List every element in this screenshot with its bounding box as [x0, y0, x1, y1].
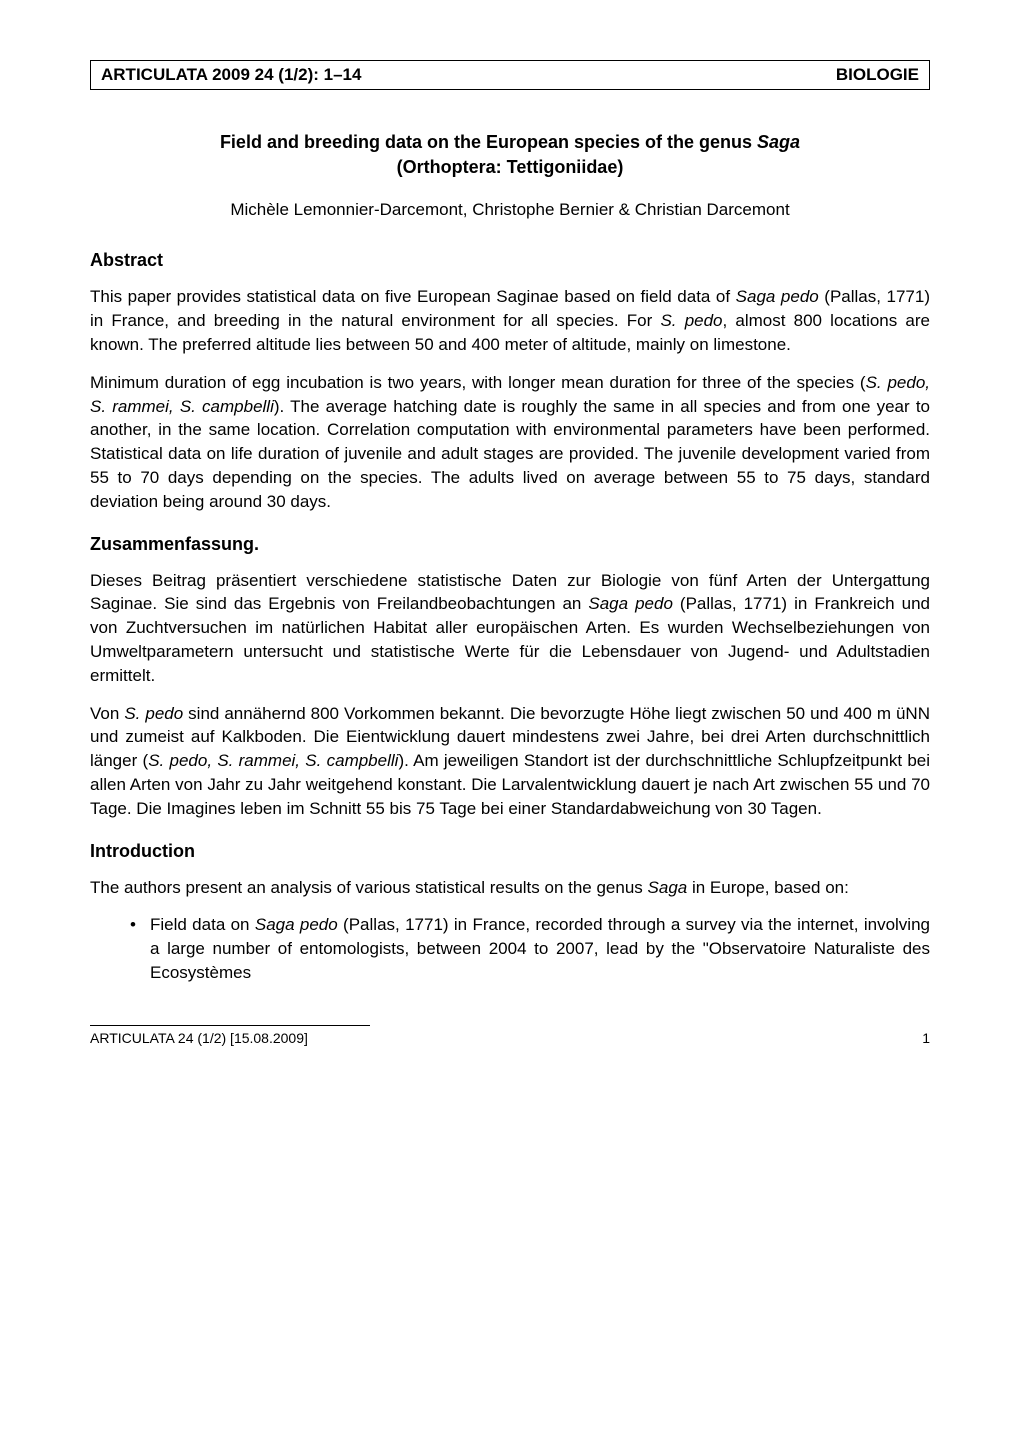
- abstract-paragraph-1: This paper provides statistical data on …: [90, 285, 930, 356]
- introduction-heading: Introduction: [90, 841, 930, 862]
- journal-issue: ARTICULATA 2009 24 (1/2): 1–14: [101, 65, 361, 85]
- title-genus-italic: Saga: [757, 132, 800, 152]
- introduction-bullet-list: Field data on Saga pedo (Pallas, 1771) i…: [130, 913, 930, 984]
- species-italic: Saga pedo: [736, 287, 819, 306]
- introduction-paragraph-1: The authors present an analysis of vario…: [90, 876, 930, 900]
- genus-italic: Saga: [648, 878, 688, 897]
- page-footer: ARTICULATA 24 (1/2) [15.08.2009] 1: [90, 1026, 930, 1046]
- article-title: Field and breeding data on the European …: [90, 130, 930, 180]
- zusammenfassung-paragraph-1: Dieses Beitrag präsentiert verschiedene …: [90, 569, 930, 688]
- species-italic: S. pedo: [660, 311, 722, 330]
- footer-page-number: 1: [922, 1030, 930, 1046]
- list-item: Field data on Saga pedo (Pallas, 1771) i…: [130, 913, 930, 984]
- text-span: Field data on: [150, 915, 255, 934]
- abstract-paragraph-2: Minimum duration of egg incubation is tw…: [90, 371, 930, 514]
- journal-section: BIOLOGIE: [836, 65, 919, 85]
- text-span: The authors present an analysis of vario…: [90, 878, 648, 897]
- species-italic: Saga pedo: [255, 915, 338, 934]
- zusammenfassung-heading: Zusammenfassung.: [90, 534, 930, 555]
- title-line1-prefix: Field and breeding data on the European …: [220, 132, 757, 152]
- text-span: This paper provides statistical data on …: [90, 287, 736, 306]
- text-span: in Europe, based on:: [687, 878, 849, 897]
- species-italic: S. pedo, S. rammei, S. campbelli: [148, 751, 398, 770]
- species-italic: Saga pedo: [588, 594, 673, 613]
- article-authors: Michèle Lemonnier-Darcemont, Christophe …: [90, 200, 930, 220]
- abstract-heading: Abstract: [90, 250, 930, 271]
- text-span: Minimum duration of egg incubation is tw…: [90, 373, 866, 392]
- title-line2: (Orthoptera: Tettigoniidae): [397, 157, 624, 177]
- species-italic: S. pedo: [124, 704, 183, 723]
- text-span: Von: [90, 704, 124, 723]
- footer-left: ARTICULATA 24 (1/2) [15.08.2009]: [90, 1030, 308, 1046]
- zusammenfassung-paragraph-2: Von S. pedo sind annähernd 800 Vorkommen…: [90, 702, 930, 821]
- journal-header-bar: ARTICULATA 2009 24 (1/2): 1–14 BIOLOGIE: [90, 60, 930, 90]
